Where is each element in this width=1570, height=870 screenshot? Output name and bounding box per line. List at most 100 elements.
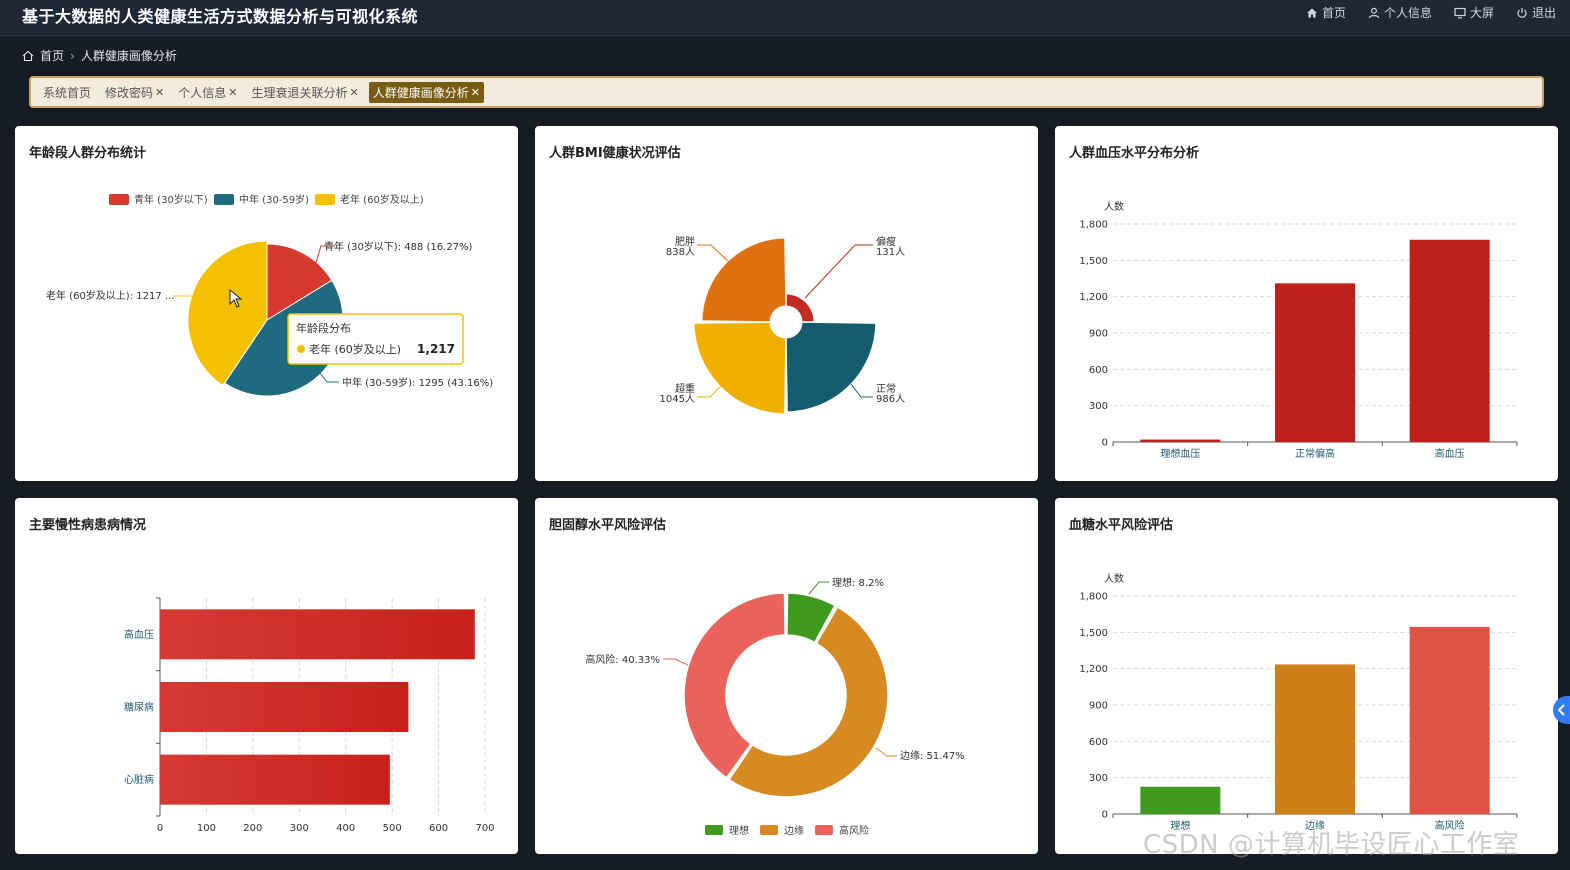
card-title: 血糖水平风险评估 — [1069, 518, 1174, 533]
card-cholesterol: 胆固醇水平风险评估 理想: 8.2% 边缘: 51.47% 高风险: 40.33% 理… — [535, 498, 1038, 854]
nav-logout[interactable]: 退出 — [1516, 4, 1556, 21]
legend-label: 高风险 — [839, 824, 869, 837]
close-icon[interactable]: ✕ — [155, 85, 165, 99]
close-icon[interactable]: ✕ — [228, 85, 238, 99]
x-tick-label: 边缘 — [1305, 819, 1325, 832]
tab-label: 系统首页 — [43, 85, 92, 100]
slice-label: 老年 (60岁及以上): 1217 ... — [46, 289, 174, 302]
nav-home-label: 首页 — [1321, 6, 1346, 20]
glucose-bar-chart[interactable]: 人数 0 300 600 900 1,200 1,500 1,800 理想 边缘 高风险 — [1055, 498, 1558, 854]
y-axis-title: 人数 — [1104, 572, 1124, 585]
slice-label: 高风险: 40.33% — [585, 653, 660, 666]
bar — [160, 609, 475, 660]
slice-label-value: 986人 — [876, 393, 905, 405]
legend-swatch — [109, 194, 129, 205]
user-icon — [1368, 7, 1380, 18]
y-tick-label: 300 — [1089, 401, 1108, 412]
cholesterol-donut-chart[interactable]: 理想: 8.2% 边缘: 51.47% 高风险: 40.33% 理想 边缘 高风险 — [535, 498, 1038, 854]
y-tick-label: 1,500 — [1079, 256, 1108, 267]
leader-line — [318, 371, 339, 383]
leader-line — [697, 383, 724, 398]
tab-label: 个人信息 — [178, 85, 227, 100]
nav-profile-label: 个人信息 — [1383, 6, 1432, 20]
card-age-distribution: 年龄段人群分布统计 青年 (30岁以下) 中年 (30-59岁) 老年 (60岁及以… — [15, 126, 518, 481]
legend-swatch — [315, 194, 335, 205]
tab-label: 修改密码 — [105, 85, 154, 100]
slice-label: 边缘: 51.47% — [900, 749, 965, 762]
x-tick-label: 300 — [290, 823, 309, 834]
bar — [160, 754, 390, 805]
card-title: 主要慢性病患病情况 — [29, 518, 147, 533]
tooltip-box — [287, 313, 464, 365]
tooltip-title: 年龄段分布 — [296, 321, 351, 335]
y-tick-label: 心脏病 — [124, 773, 154, 786]
y-tick-label: 1,800 — [1079, 220, 1108, 231]
tooltip-value: 1,217 — [417, 342, 455, 356]
rose-slice — [701, 237, 787, 323]
rose-slice — [693, 321, 787, 415]
tooltip-marker — [297, 345, 305, 353]
leader-line — [314, 245, 335, 267]
y-tick-label: 0 — [1102, 438, 1108, 449]
x-tick-label: 理想 — [1170, 819, 1190, 832]
tab-decline-analysis[interactable]: 生理衰退关联分析 ✕ — [247, 82, 362, 103]
legend-swatch — [815, 825, 833, 835]
bp-bar-chart[interactable]: 人数 0 300 600 900 1,200 1,500 1,800 理想血压 正常偏高 高血压 — [1055, 126, 1558, 481]
x-tick-label: 600 — [429, 823, 448, 834]
chevron-left-icon — [1557, 704, 1565, 716]
tab-health-profile[interactable]: 人群健康画像分析 ✕ — [368, 81, 484, 103]
y-tick-label: 1,500 — [1079, 628, 1108, 639]
slice-label-value: 838人 — [666, 246, 695, 258]
slice-label-name: 偏瘦 — [876, 235, 896, 248]
close-icon[interactable]: ✕ — [470, 85, 480, 99]
x-tick-label: 700 — [475, 823, 494, 834]
donut-slice — [683, 592, 786, 779]
x-tick-label: 200 — [243, 823, 262, 834]
cursor-icon — [229, 288, 243, 308]
bar — [1409, 239, 1490, 442]
nav-profile[interactable]: 个人信息 — [1368, 4, 1432, 21]
leader-line — [808, 581, 829, 595]
legend-swatch — [760, 825, 778, 835]
watermark: CSDN @计算机毕设匠心工作室 — [1143, 830, 1520, 860]
nav-bigscreen-label: 大屏 — [1469, 6, 1494, 20]
home-icon — [1306, 8, 1317, 17]
tab-label: 生理衰退关联分析 — [251, 85, 348, 100]
x-tick-label: 理想血压 — [1160, 447, 1200, 460]
legend-label: 边缘 — [784, 824, 804, 837]
y-tick-label: 300 — [1089, 773, 1108, 784]
bar — [1275, 283, 1355, 442]
y-tick-label: 900 — [1089, 701, 1108, 712]
y-axis-title: 人数 — [1104, 200, 1124, 213]
leader-line — [804, 244, 873, 299]
slice-label: 理想: 8.2% — [832, 576, 884, 589]
x-tick-label: 400 — [336, 823, 355, 834]
side-panel-toggle[interactable] — [1553, 696, 1570, 724]
breadcrumb-home[interactable]: 首页 — [40, 49, 65, 63]
tab-profile[interactable]: 个人信息 ✕ — [174, 82, 241, 103]
nav-home[interactable]: 首页 — [1306, 4, 1346, 21]
leader-line — [663, 658, 689, 666]
tab-change-password[interactable]: 修改密码 ✕ — [101, 82, 168, 103]
tab-system-home[interactable]: 系统首页 — [39, 82, 95, 103]
card-title: 年龄段人群分布统计 — [29, 146, 147, 161]
y-tick-label: 高血压 — [124, 628, 154, 641]
top-nav: 首页 个人信息 大屏 退出 — [1306, 4, 1556, 21]
card-bmi: 人群BMI健康状况评估 偏瘦 131人 正常 986人 超重 1045人 肥胖 838人 — [535, 126, 1038, 481]
legend-label: 理想 — [729, 824, 749, 837]
card-title: 人群BMI健康状况评估 — [549, 146, 681, 161]
rose-slice — [785, 321, 877, 413]
card-chronic-disease: 主要慢性病患病情况 0 100 200 300 400 500 600 700 高血压 糖尿病 心脏… — [15, 498, 518, 854]
legend-swatch — [214, 194, 234, 205]
legend-swatch — [705, 825, 723, 835]
age-pie-chart[interactable]: 青年 (30岁以下) 中年 (30-59岁) 老年 (60岁及以上) 青年 (30岁以… — [15, 126, 518, 481]
slice-label: 中年 (30-59岁): 1295 (43.16%) — [342, 376, 493, 389]
card-title: 人群血压水平分布分析 — [1069, 146, 1200, 161]
chevron-right-icon: › — [70, 48, 75, 63]
x-tick-label: 正常偏高 — [1295, 447, 1335, 460]
x-tick-label: 100 — [197, 823, 216, 834]
close-icon[interactable]: ✕ — [349, 85, 359, 99]
nav-bigscreen[interactable]: 大屏 — [1454, 4, 1494, 21]
